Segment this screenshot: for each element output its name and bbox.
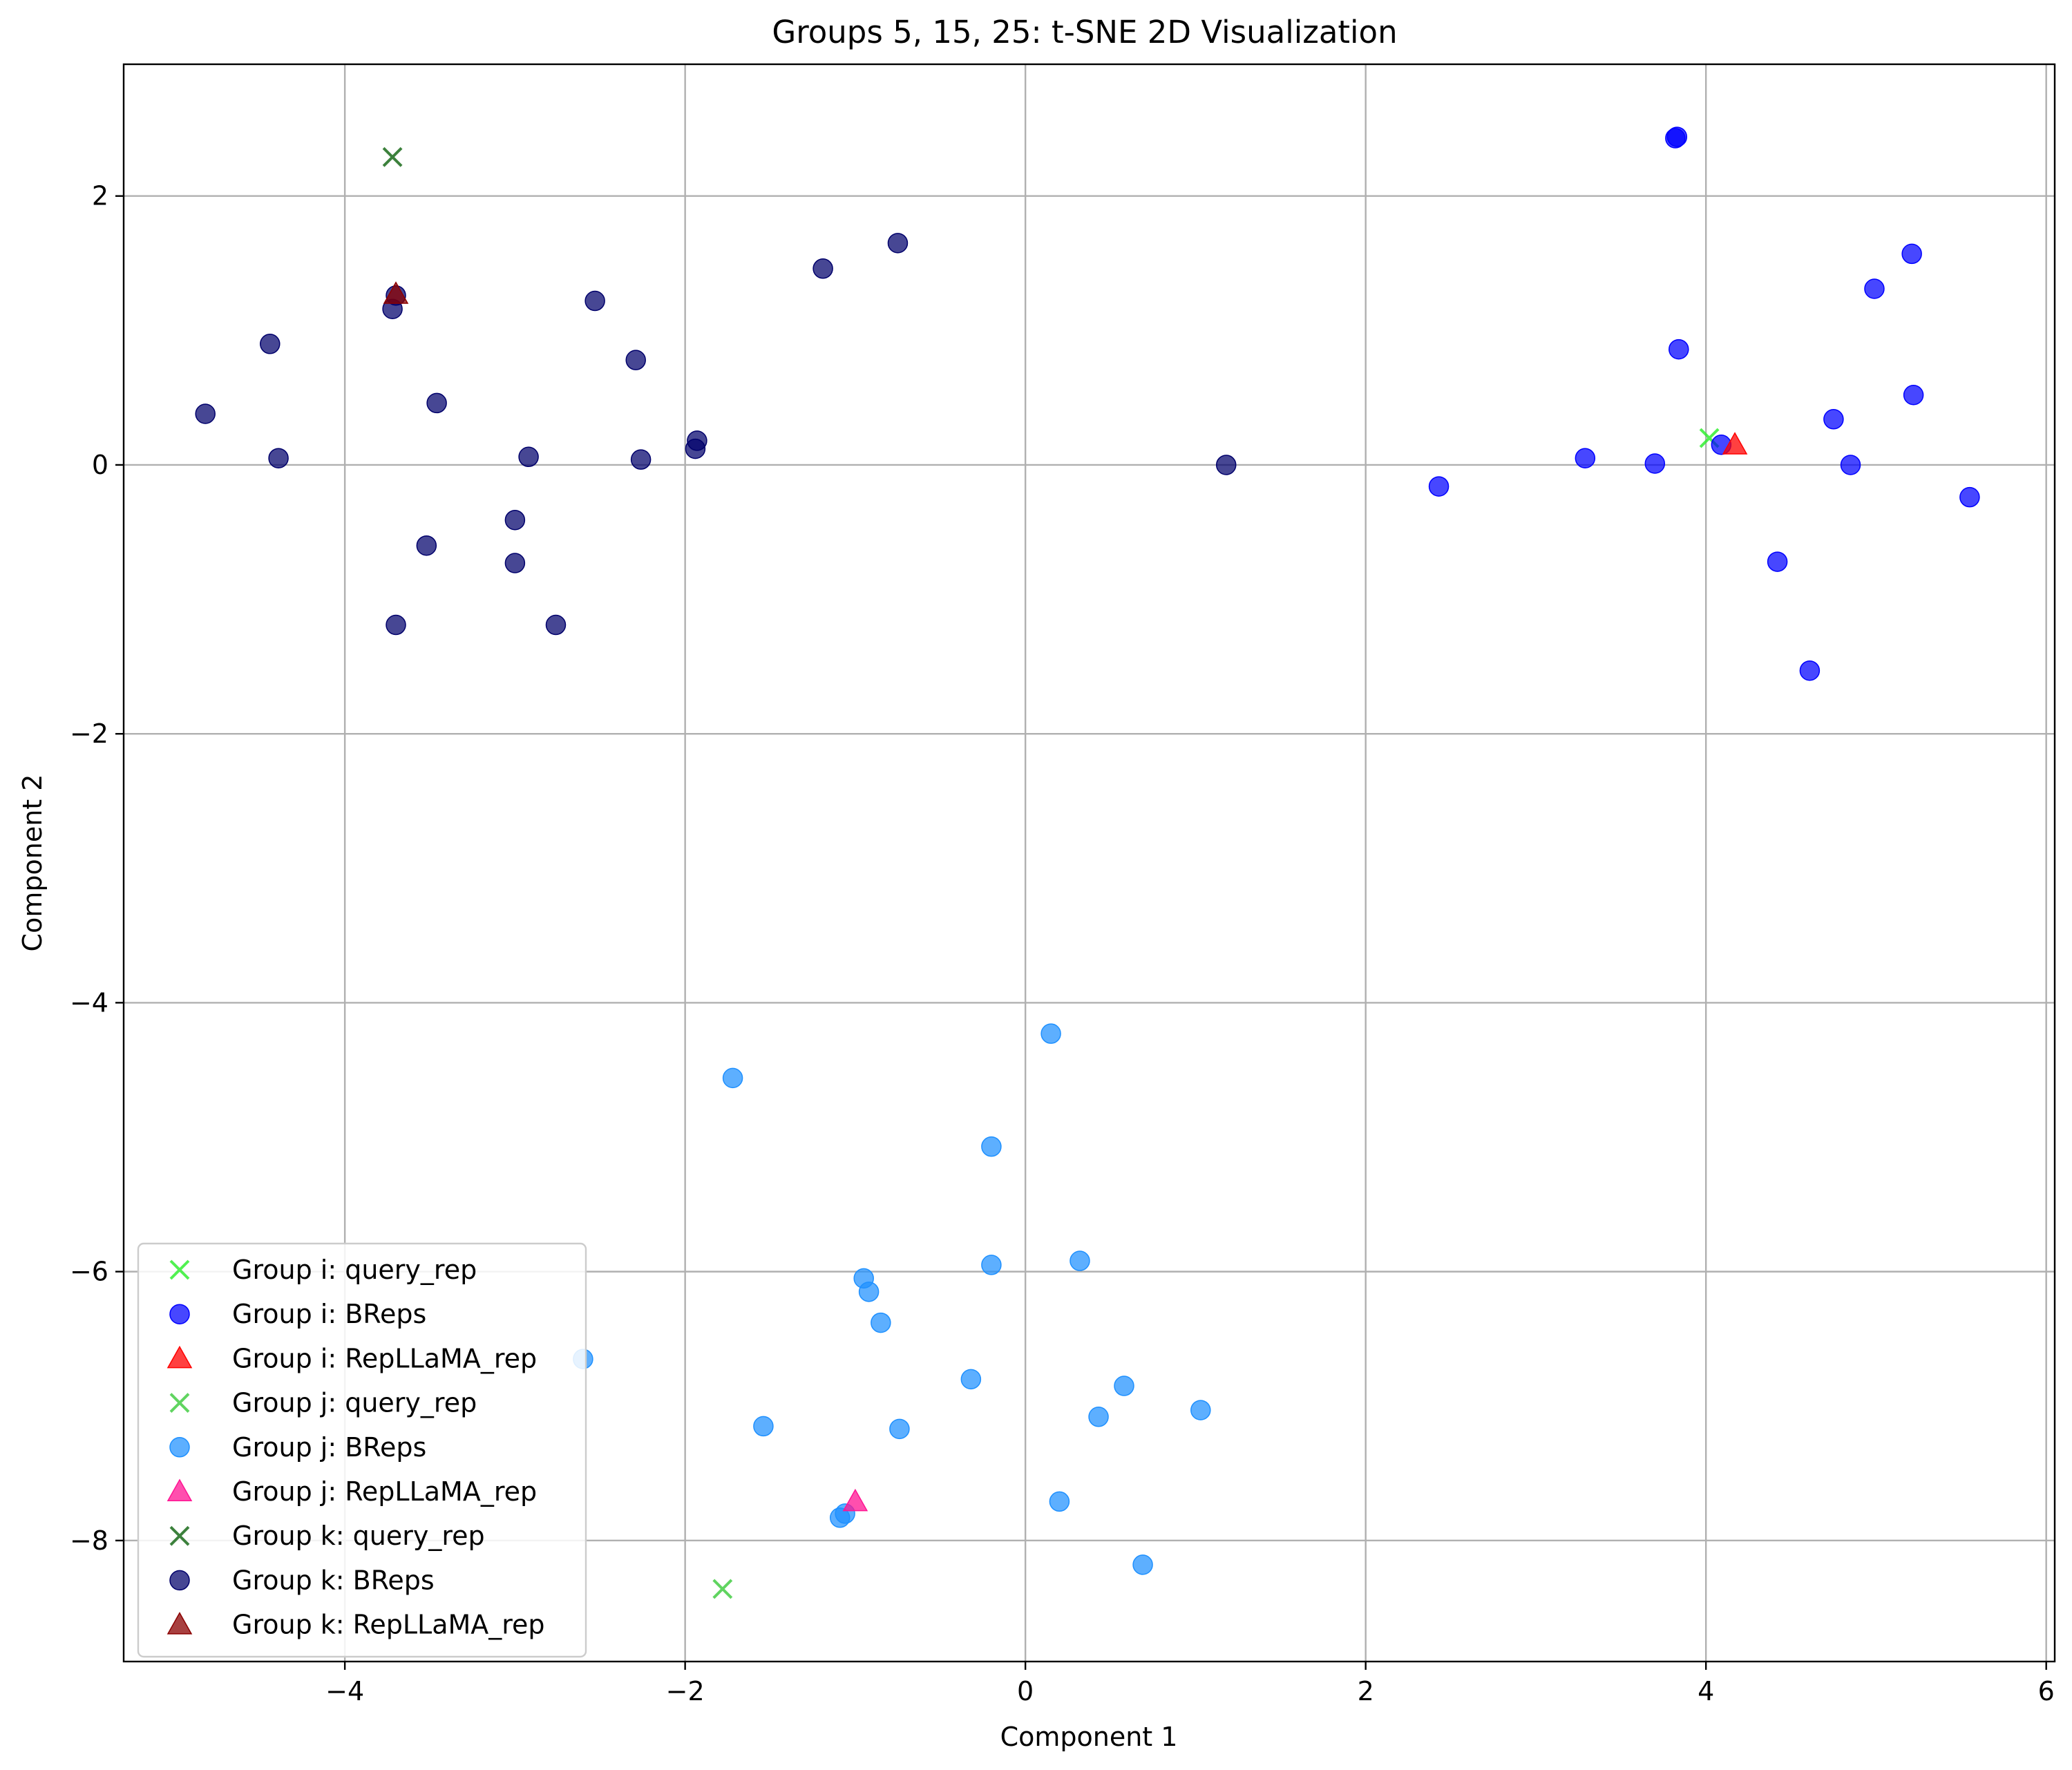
legend-label: Group i: BReps xyxy=(232,1299,426,1329)
legend-marker xyxy=(167,1612,193,1635)
y-tick-label: 2 xyxy=(92,181,108,211)
axis-ticks: −4 −2 0 2 4 6 2 0 −2 −4 −6 −8 xyxy=(70,181,2055,1706)
data-point xyxy=(1823,409,1844,430)
data-point xyxy=(712,1579,733,1599)
x-tick-label: 0 xyxy=(1017,1676,1034,1706)
data-point xyxy=(753,1416,774,1437)
data-point xyxy=(1190,1400,1211,1420)
legend: Group i: query_rep Group i: BReps Group i:… xyxy=(137,1242,587,1658)
data-point xyxy=(1644,453,1666,474)
data-point xyxy=(383,281,409,304)
data-point xyxy=(630,449,652,470)
legend-label: Group j: BReps xyxy=(232,1432,426,1463)
y-tick-label: −4 xyxy=(70,987,108,1018)
data-point xyxy=(981,1136,1002,1157)
legend-label: Group i: RepLLaMA_rep xyxy=(232,1343,537,1373)
legend-marker xyxy=(169,1393,190,1414)
data-point xyxy=(1722,432,1748,455)
legend-marker xyxy=(169,1570,190,1591)
legend-label: Group k: query_rep xyxy=(232,1521,485,1551)
data-point xyxy=(981,1255,1002,1275)
data-point xyxy=(829,1507,850,1528)
data-point xyxy=(386,614,406,636)
data-point xyxy=(195,403,216,424)
data-point xyxy=(1799,660,1821,681)
data-point xyxy=(871,1312,891,1333)
data-point xyxy=(1959,486,1980,508)
data-point xyxy=(1767,551,1788,572)
x-axis-label: Component 1 xyxy=(1000,1722,1178,1752)
data-point xyxy=(889,1418,910,1440)
data-point xyxy=(1864,278,1885,299)
data-point xyxy=(1575,448,1596,468)
chart-title: Groups 5, 15, 25: t-SNE 2D Visualization xyxy=(772,14,1397,50)
data-point xyxy=(1666,126,1688,147)
x-tick-label: −2 xyxy=(666,1676,705,1706)
y-tick-label: −2 xyxy=(70,719,108,749)
series-points xyxy=(712,1579,733,1599)
data-point xyxy=(1903,384,1924,406)
y-tick-label: −6 xyxy=(70,1257,108,1287)
data-point xyxy=(416,535,437,556)
data-point xyxy=(1840,455,1861,475)
data-point xyxy=(1428,476,1450,497)
x-tick-label: −4 xyxy=(325,1676,364,1706)
data-point xyxy=(504,553,526,573)
data-point xyxy=(887,233,909,254)
data-point xyxy=(1070,1250,1090,1271)
data-point xyxy=(1669,339,1689,360)
data-point xyxy=(584,290,605,312)
data-point xyxy=(858,1282,880,1302)
series-points xyxy=(1722,432,1748,455)
data-point xyxy=(1901,243,1922,265)
legend-marker xyxy=(167,1478,193,1502)
legend-label: Group j: RepLLaMA_rep xyxy=(232,1476,537,1507)
data-point xyxy=(260,334,281,354)
data-point xyxy=(625,350,646,370)
series-points xyxy=(382,146,403,167)
x-tick-label: 4 xyxy=(1698,1676,1714,1706)
plot-frame xyxy=(122,63,2056,1663)
x-tick-label: 6 xyxy=(2038,1676,2055,1706)
data-point xyxy=(722,1067,743,1089)
legend-marker xyxy=(169,1437,190,1458)
y-axis-label: Component 2 xyxy=(17,774,48,952)
legend-box xyxy=(137,1242,587,1658)
legend-label: Group j: query_rep xyxy=(232,1388,477,1418)
y-tick-label: −8 xyxy=(70,1525,108,1556)
data-point xyxy=(1114,1376,1134,1396)
data-point xyxy=(1049,1491,1070,1512)
legend-label: Group k: BReps xyxy=(232,1565,435,1595)
series-points xyxy=(842,1488,868,1512)
series-points xyxy=(1428,126,1980,681)
series-points xyxy=(195,233,1237,636)
x-tick-label: 2 xyxy=(1358,1676,1374,1706)
series-points xyxy=(573,1023,1211,1575)
y-tick-label: 0 xyxy=(92,450,108,480)
data-point xyxy=(1088,1407,1109,1427)
data-point xyxy=(685,438,706,459)
series-points xyxy=(383,281,409,304)
legend-label: Group i: query_rep xyxy=(232,1255,477,1285)
data-point xyxy=(518,446,539,468)
data-point xyxy=(504,509,526,531)
legend-label: Group k: RepLLaMA_rep xyxy=(232,1610,545,1640)
legend-marker xyxy=(169,1259,190,1280)
legend-marker xyxy=(167,1345,193,1369)
data-point xyxy=(426,392,447,414)
legend-marker xyxy=(169,1304,190,1324)
data-point xyxy=(268,448,289,468)
data-point xyxy=(545,614,567,636)
data-point xyxy=(1040,1023,1061,1044)
data-point xyxy=(960,1369,982,1390)
data-point xyxy=(842,1488,868,1512)
data-point xyxy=(1215,455,1237,475)
data-point xyxy=(812,258,833,279)
data-point xyxy=(1132,1554,1153,1575)
data-point xyxy=(382,146,403,167)
legend-marker xyxy=(169,1525,190,1546)
